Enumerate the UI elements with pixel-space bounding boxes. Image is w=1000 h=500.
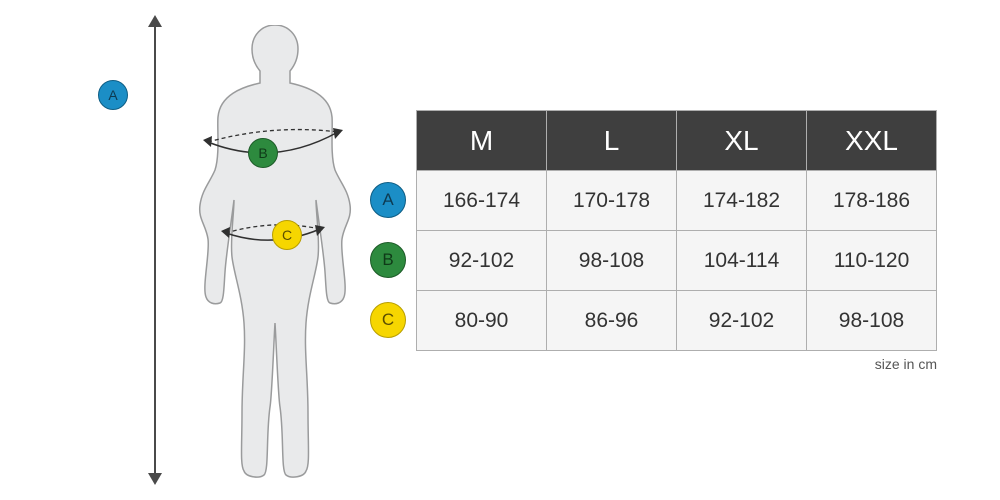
figure-marker-c: C: [272, 220, 302, 250]
row-label-c: C: [370, 302, 406, 338]
table-row: 92-10298-108104-114110-120: [417, 231, 937, 291]
size-cell: 92-102: [417, 231, 547, 291]
marker-b-letter: B: [258, 145, 267, 161]
row-label-b: B: [370, 242, 406, 278]
figure-area: A B C: [90, 15, 370, 485]
size-cell: 98-108: [547, 231, 677, 291]
marker-a-letter: A: [108, 87, 117, 103]
footnote-text: size in cm: [875, 356, 937, 372]
size-cell: 174-182: [677, 171, 807, 231]
col-header: XXL: [807, 111, 937, 171]
size-cell: 104-114: [677, 231, 807, 291]
marker-c-letter: C: [282, 227, 292, 243]
figure-marker-a: A: [98, 80, 128, 110]
footnote: size in cm: [875, 356, 937, 372]
figure-marker-b: B: [248, 138, 278, 168]
body-silhouette: [180, 25, 370, 480]
size-table: MLXLXXL166-174170-178174-182178-18692-10…: [416, 110, 937, 351]
size-cell: 98-108: [807, 291, 937, 351]
size-cell: 86-96: [547, 291, 677, 351]
size-cell: 170-178: [547, 171, 677, 231]
size-table-area: ABC MLXLXXL166-174170-178174-182178-1869…: [370, 110, 937, 351]
row-label-a: A: [370, 182, 406, 218]
table-row: 166-174170-178174-182178-186: [417, 171, 937, 231]
col-header: L: [547, 111, 677, 171]
size-cell: 80-90: [417, 291, 547, 351]
size-cell: 178-186: [807, 171, 937, 231]
table-row: 80-9086-9692-10298-108: [417, 291, 937, 351]
row-label-column: ABC: [370, 170, 406, 350]
col-header: M: [417, 111, 547, 171]
col-header: XL: [677, 111, 807, 171]
size-cell: 166-174: [417, 171, 547, 231]
size-cell: 92-102: [677, 291, 807, 351]
height-arrow: [148, 15, 162, 485]
size-cell: 110-120: [807, 231, 937, 291]
